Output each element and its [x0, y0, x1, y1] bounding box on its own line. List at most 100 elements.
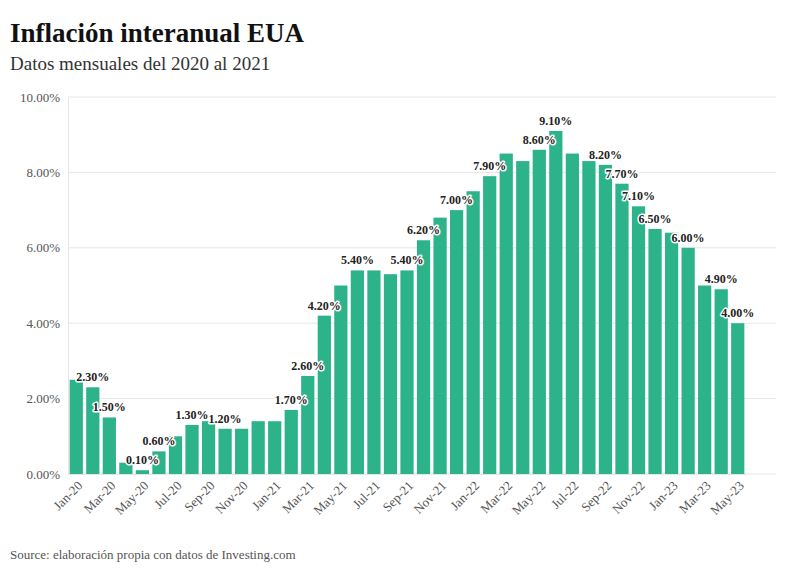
- x-tick-label: Jan-23: [646, 478, 681, 513]
- x-axis: Jan-20Mar-20May-20Jul-20Sep-20Nov-20Jan-…: [50, 474, 747, 518]
- x-tick: May-21: [310, 474, 350, 518]
- y-tick-label: 0.00%: [26, 467, 60, 482]
- x-tick: Mar-22: [477, 474, 515, 516]
- y-tick-label: 6.00%: [26, 240, 60, 255]
- bar: [285, 410, 298, 474]
- y-tick: 4.00%: [26, 316, 68, 331]
- data-label: 7.90%: [473, 159, 506, 173]
- x-tick: Nov-22: [609, 474, 648, 517]
- x-tick-label: Jan-20: [50, 478, 85, 513]
- bar: [483, 176, 496, 474]
- data-label: 0.60%: [142, 434, 175, 448]
- y-axis-line: [68, 98, 69, 475]
- grid-line: [68, 172, 776, 173]
- data-labels: 2.30%1.50%0.10%0.60%1.30%1.20%1.70%2.60%…: [76, 114, 754, 467]
- x-tick-label: May-23: [707, 478, 747, 518]
- data-label: 5.40%: [341, 253, 374, 267]
- data-label: 7.00%: [440, 193, 473, 207]
- source: Source: elaboración propia con datos de …: [10, 547, 296, 562]
- y-tick: 6.00%: [26, 240, 68, 255]
- bar: [334, 286, 347, 475]
- bars: [70, 131, 745, 474]
- bar: [599, 165, 612, 474]
- bar: [516, 161, 529, 474]
- x-tick-label: Mar-21: [279, 478, 317, 516]
- x-tick-label: Nov-22: [609, 478, 648, 517]
- x-tick-label: Nov-21: [411, 478, 450, 517]
- chart: Inflación interanual EUADatos mensuales …: [0, 0, 796, 575]
- x-tick-label: Sep-21: [379, 478, 416, 515]
- bar: [218, 429, 231, 474]
- bar: [467, 191, 480, 474]
- bar: [582, 161, 595, 474]
- bar: [70, 380, 83, 474]
- bar: [235, 429, 248, 474]
- bar: [301, 376, 314, 474]
- y-tick: 10.00%: [20, 90, 68, 105]
- x-tick: Jul-20: [151, 474, 185, 512]
- x-tick: Jan-20: [50, 474, 85, 513]
- x-tick: Nov-21: [411, 474, 450, 517]
- data-label: 8.60%: [523, 133, 556, 147]
- bar: [731, 323, 744, 474]
- x-tick-label: Jan-22: [447, 478, 482, 513]
- x-tick: Jan-23: [646, 474, 681, 513]
- bar: [136, 470, 149, 474]
- y-tick-label: 8.00%: [26, 165, 60, 180]
- y-tick: 0.00%: [26, 467, 68, 482]
- data-label: 6.20%: [407, 223, 440, 237]
- data-label: 2.30%: [76, 370, 109, 384]
- x-tick: May-23: [707, 474, 747, 518]
- x-tick-label: Jan-21: [249, 478, 284, 513]
- bar: [533, 150, 546, 474]
- bar: [450, 210, 463, 474]
- data-label: 9.10%: [539, 114, 572, 128]
- x-tick-label: Sep-22: [578, 478, 615, 515]
- bar: [417, 240, 430, 474]
- bar: [566, 154, 579, 474]
- data-label: 1.70%: [275, 393, 308, 407]
- x-tick: Jan-22: [447, 474, 482, 513]
- x-tick-label: May-22: [509, 478, 549, 518]
- bar: [367, 270, 380, 474]
- bar: [384, 274, 397, 474]
- data-label: 4.00%: [721, 306, 754, 320]
- x-tick: Nov-20: [212, 474, 251, 517]
- y-axis: 0.00% 2.00% 4.00% 6.00% 8.00% 10.00%: [20, 90, 69, 482]
- bar: [648, 229, 661, 474]
- bar: [351, 270, 364, 474]
- bar: [252, 421, 265, 474]
- x-tick: Mar-20: [80, 474, 118, 516]
- y-tick: 2.00%: [26, 391, 68, 406]
- x-tick: May-20: [112, 474, 152, 518]
- grid-line: [68, 97, 776, 98]
- x-tick: Sep-20: [181, 474, 218, 515]
- x-tick-label: May-21: [310, 478, 350, 518]
- x-tick-label: Jul-21: [349, 478, 383, 512]
- x-tick: Jul-22: [548, 474, 582, 512]
- bar: [549, 131, 562, 474]
- x-tick-label: Jul-22: [548, 478, 582, 512]
- x-tick: Jul-21: [349, 474, 383, 512]
- bar: [103, 417, 116, 474]
- bar: [500, 154, 513, 474]
- bar: [400, 270, 413, 474]
- bar: [665, 233, 678, 474]
- data-label: 7.70%: [605, 167, 638, 181]
- x-axis-line: [69, 474, 747, 475]
- data-label: 4.20%: [308, 299, 341, 313]
- data-label: 6.50%: [639, 212, 672, 226]
- data-label: 1.50%: [93, 400, 126, 414]
- y-tick: 8.00%: [26, 165, 68, 180]
- data-label: 1.20%: [209, 412, 242, 426]
- bar: [202, 421, 215, 474]
- plot-area: 0.00%2.00%4.00%6.00%8.00%10.00%Jan-20Mar…: [20, 90, 776, 518]
- x-tick-label: Jul-20: [151, 478, 185, 512]
- bar: [268, 421, 281, 474]
- data-label: 4.90%: [705, 272, 738, 286]
- bar: [632, 206, 645, 474]
- bar: [698, 286, 711, 475]
- x-tick-label: Sep-20: [181, 478, 218, 515]
- x-tick: Sep-22: [578, 474, 615, 515]
- data-label: 6.00%: [672, 231, 705, 245]
